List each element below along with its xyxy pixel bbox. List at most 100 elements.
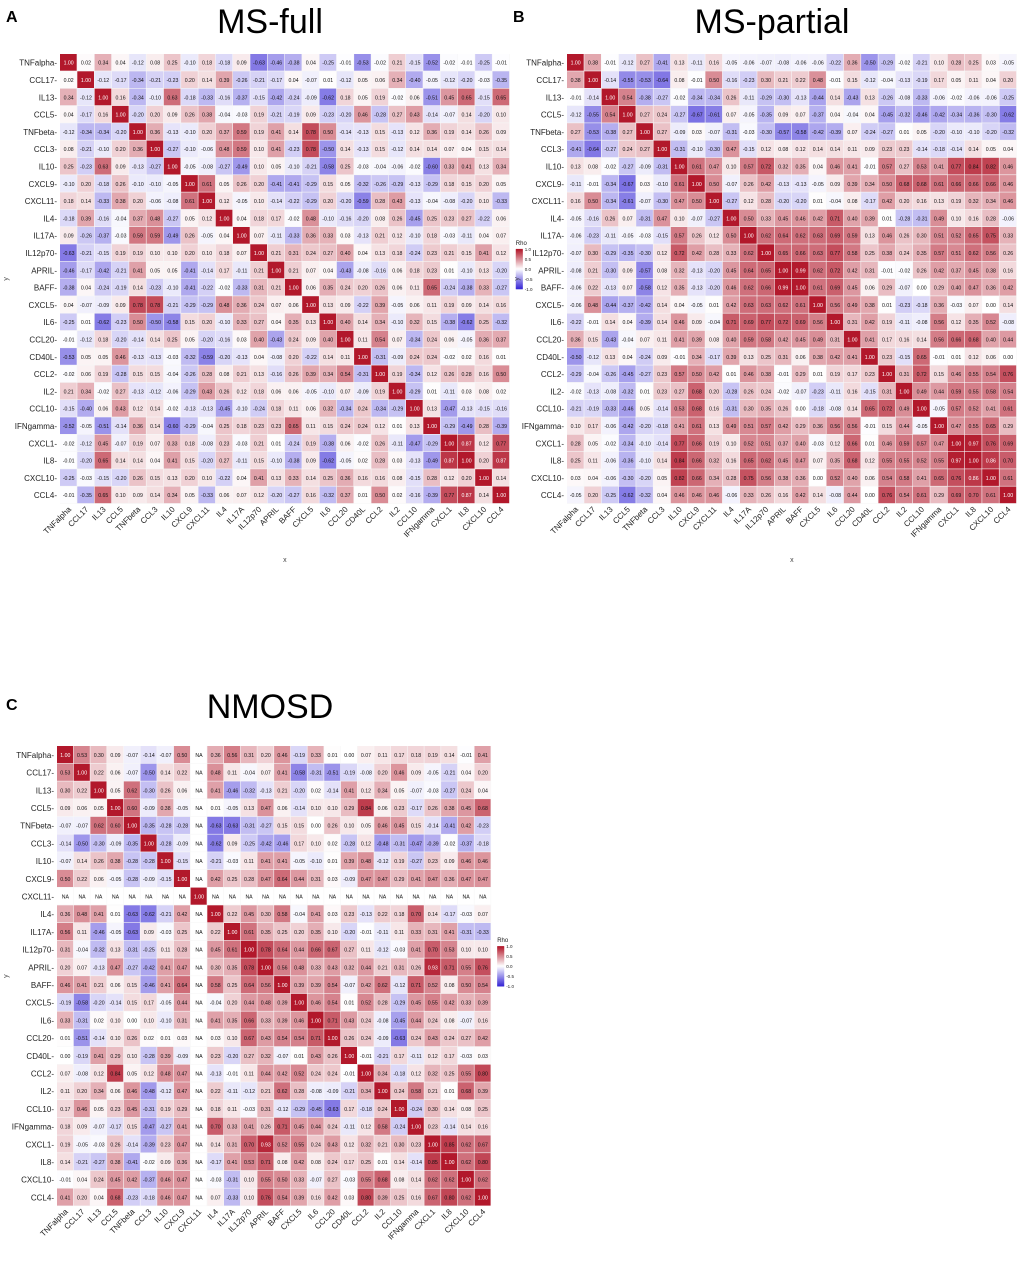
cell-value-label: 0.21 (271, 286, 281, 292)
cell-value-label: 0.50 (692, 199, 702, 205)
heatmap-cell (215, 140, 233, 158)
cell-value-label: 0.25 (761, 355, 771, 361)
cell-value-label: -0.23 (587, 234, 599, 240)
cell-value-label: 0.78 (261, 948, 271, 954)
cell-value-label: -0.11 (570, 182, 582, 188)
cell-value-label: 0.46 (674, 320, 684, 326)
cell-value-label: -0.02 (167, 407, 179, 413)
cell-value-label: 0.65 (427, 286, 437, 292)
cell-value-label: 0.41 (865, 337, 875, 343)
cell-value-label: -0.05 (340, 459, 352, 465)
cell-value-label: 0.71 (726, 320, 736, 326)
cell-value-label: 0.41 (261, 859, 271, 865)
cell-value-label: 0.80 (478, 1071, 488, 1077)
cell-value-label: 0.09 (461, 303, 471, 309)
cell-value-label: 0.30 (60, 788, 70, 794)
cell-value-label: 0.55 (968, 372, 978, 378)
cell-value-label: 0.41 (461, 164, 471, 170)
cell-value-label: -0.20 (115, 337, 127, 343)
cell-value-label: 0.28 (378, 1001, 388, 1007)
cell-value-label: 0.36 (934, 303, 944, 309)
cell-value-label: 0.49 (813, 337, 823, 343)
cell-value-label: 0.07 (496, 234, 506, 240)
cell-value-label: -0.14 (656, 441, 668, 447)
cell-value-label: 0.27 (392, 113, 402, 119)
cell-value-label: -0.15 (743, 147, 755, 153)
cell-value-label: 0.24 (899, 251, 909, 257)
cell-value-label: NA (329, 894, 337, 900)
cell-value-label: -0.32 (357, 182, 369, 188)
cell-value-label: -0.20 (80, 459, 92, 465)
heatmap-cell (354, 157, 371, 175)
cell-value-label: 0.34 (98, 61, 108, 67)
cell-value-label: 0.41 (271, 147, 281, 153)
heatmap-cell (94, 123, 112, 140)
cell-value-label: 0.10 (726, 441, 736, 447)
cell-value-label: -0.21 (444, 771, 456, 777)
cell-value-label: 0.65 (986, 424, 996, 430)
cell-value-label: -0.03 (460, 1054, 472, 1060)
cell-value-label: NA (195, 1071, 203, 1077)
cell-value-label: 0.27 (344, 948, 354, 954)
heatmap-cell (354, 123, 371, 140)
cell-value-label: 0.48 (361, 859, 371, 865)
cell-value-label: -0.14 (444, 1125, 456, 1131)
cell-value-label: 0.45 (461, 806, 471, 812)
cell-value-label: 0.05 (271, 164, 281, 170)
cell-value-label: 0.23 (110, 1107, 120, 1113)
cell-value-label: 0.33 (444, 164, 454, 170)
cell-value-label: 0.13 (110, 948, 120, 954)
cell-value-label: 0.47 (361, 877, 371, 883)
cell-value-label: 0.41 (917, 476, 927, 482)
cell-value-label: -0.31 (226, 1178, 238, 1184)
cell-value-label: -0.29 (184, 424, 196, 430)
legend-tick-label: -0.5 (525, 277, 533, 282)
heatmap-cell (423, 140, 440, 158)
cell-value-label: -0.16 (587, 216, 599, 222)
cell-value-label: -0.01 (829, 78, 841, 84)
cell-value-label: -0.19 (343, 771, 355, 777)
cell-value-label: 0.37 (778, 441, 788, 447)
cell-value-label: 0.78 (133, 303, 143, 309)
cell-value-label: 0.36 (150, 130, 160, 136)
cell-value-label: 1.00 (744, 234, 754, 240)
heatmap-cell (94, 54, 112, 71)
cell-value-label: 0.29 (934, 493, 944, 499)
cell-value-label: NA (463, 894, 471, 900)
cell-value-label: 1.00 (340, 337, 350, 343)
cell-value-label: 0.38 (571, 78, 581, 84)
cell-value-label: -0.31 (76, 1018, 88, 1024)
cell-value-label: -0.10 (691, 147, 703, 153)
heatmap-cell (475, 54, 492, 71)
heatmap-cell (77, 192, 94, 210)
heatmap-cell (492, 192, 510, 210)
cell-value-label: 1.00 (219, 216, 229, 222)
cell-value-label: 0.37 (133, 216, 143, 222)
heatmap-cell (475, 157, 492, 175)
heatmap-cell (406, 157, 423, 175)
cell-value-label: 0.48 (294, 965, 304, 971)
cell-value-label: 0.16 (479, 355, 489, 361)
cell-value-label: -0.46 (93, 930, 105, 936)
cell-value-label: NA (95, 894, 103, 900)
y-tick-label: TNFalpha- (19, 59, 57, 68)
cell-value-label: 0.39 (375, 303, 385, 309)
cell-value-label: 0.24 (311, 1142, 321, 1148)
heatmap-cell (146, 140, 164, 158)
cell-value-label: 0.47 (674, 199, 684, 205)
y-tick-label: IL17A- (540, 232, 564, 241)
cell-value-label: 0.85 (444, 1142, 454, 1148)
cell-value-label: -0.15 (63, 407, 75, 413)
cell-value-label: 0.21 (778, 78, 788, 84)
cell-value-label: -0.12 (391, 147, 403, 153)
cell-value-label: 0.11 (378, 753, 388, 759)
cell-value-label: -0.20 (340, 113, 352, 119)
cell-value-label: 0.03 (478, 1054, 488, 1060)
cell-value-label: 0.42 (478, 1036, 488, 1042)
cell-value-label: 0.41 (277, 859, 287, 865)
cell-value-label: 1.00 (951, 441, 961, 447)
cell-value-label: -0.12 (277, 1107, 289, 1113)
heatmap-cell (371, 192, 389, 210)
cell-value-label: 0.04 (323, 268, 333, 274)
cell-value-label: 0.44 (244, 1001, 254, 1007)
